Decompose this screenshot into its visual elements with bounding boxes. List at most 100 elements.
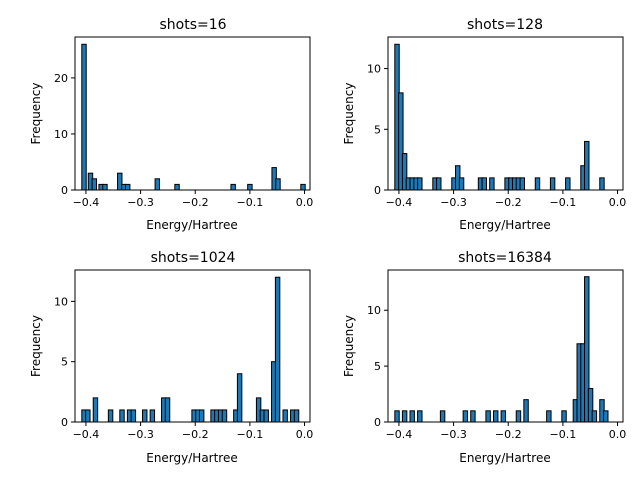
histogram-bar bbox=[470, 410, 476, 423]
histogram-bar bbox=[561, 410, 567, 423]
x-tick-label: 0.0 bbox=[609, 196, 627, 209]
histogram-bar bbox=[439, 410, 446, 423]
panel-title: shots=16384 bbox=[458, 250, 552, 266]
x-tick-label: −0.3 bbox=[440, 196, 467, 209]
plot-area: −0.4 −0.3 −0.2 −0.1 0.0 0 10 20 bbox=[54, 36, 313, 209]
histogram-bar bbox=[91, 178, 98, 191]
x-tick-label: 0.0 bbox=[296, 428, 314, 441]
x-tick-label: −0.3 bbox=[127, 196, 154, 209]
histogram-bar bbox=[149, 409, 156, 423]
histogram-bar bbox=[417, 410, 423, 423]
y-tick-label: 10 bbox=[367, 304, 381, 317]
y-axis-label: Frequency bbox=[29, 83, 43, 145]
y-tick-label: 10 bbox=[367, 63, 381, 76]
histogram-bar bbox=[599, 177, 605, 191]
panel-shots-16384: shots=16384 −0.4 −0.3 −0.2 −0.1 0.0 0 5 10 Ener… bbox=[342, 250, 626, 465]
y-tick-label: 5 bbox=[374, 360, 381, 373]
histogram-bar bbox=[515, 410, 522, 423]
histogram-bar bbox=[436, 177, 442, 191]
histogram-bar bbox=[549, 177, 556, 191]
histogram-bar bbox=[119, 409, 125, 423]
histogram-bar bbox=[481, 177, 488, 191]
histogram-bar bbox=[130, 409, 137, 423]
histogram-bar bbox=[458, 177, 465, 191]
histogram-bar bbox=[164, 397, 171, 423]
x-tick-label: −0.2 bbox=[182, 428, 209, 441]
histogram-bar bbox=[174, 183, 180, 191]
y-tick-label: 5 bbox=[374, 123, 381, 136]
histogram-bar bbox=[85, 409, 91, 423]
histogram-bar bbox=[154, 178, 161, 191]
panel-title: shots=16 bbox=[159, 17, 226, 33]
panel-title: shots=128 bbox=[467, 17, 543, 33]
x-tick-label: −0.4 bbox=[73, 196, 100, 209]
histogram-bar bbox=[534, 177, 541, 191]
plot-area: −0.4 −0.3 −0.2 −0.1 0.0 0 5 10 bbox=[367, 269, 627, 441]
y-axis-label: Frequency bbox=[342, 83, 356, 145]
histogram-bar bbox=[92, 397, 99, 423]
y-axis-label: Frequency bbox=[342, 315, 356, 377]
panel-title: shots=1024 bbox=[151, 250, 236, 266]
x-axis-label: Energy/Hartree bbox=[459, 218, 551, 232]
x-tick-label: −0.1 bbox=[550, 196, 577, 209]
x-tick-label: −0.3 bbox=[440, 428, 467, 441]
histogram-bar bbox=[493, 410, 499, 423]
histogram-bar bbox=[591, 410, 598, 423]
histogram-bar bbox=[485, 410, 491, 423]
panel-shots-16: shots=16 −0.4 −0.3 −0.2 −0.1 0.0 0 10 20 Energy… bbox=[29, 17, 313, 232]
x-tick-label: −0.1 bbox=[550, 428, 577, 441]
x-axis-label: Energy/Hartree bbox=[146, 218, 238, 232]
panel-shots-128: shots=128 −0.4 −0.3 −0.2 −0.1 0.0 0 5 10 Energy… bbox=[342, 17, 626, 232]
histogram-bar bbox=[546, 410, 552, 423]
histogram-bar bbox=[142, 409, 148, 423]
histogram-bar bbox=[81, 43, 87, 191]
histogram-bar bbox=[394, 410, 400, 423]
y-tick-label: 0 bbox=[61, 184, 68, 197]
histogram-bar bbox=[275, 178, 281, 191]
x-tick-label: −0.4 bbox=[73, 428, 100, 441]
y-tick-label: 20 bbox=[54, 72, 68, 85]
histogram-bar bbox=[293, 409, 300, 423]
histogram-bar bbox=[124, 183, 131, 191]
axes-frame bbox=[74, 36, 311, 191]
x-tick-label: −0.1 bbox=[237, 196, 264, 209]
histogram-bar bbox=[230, 183, 236, 191]
histogram-bar bbox=[489, 177, 495, 191]
axes-frame bbox=[387, 269, 624, 423]
y-tick-label: 0 bbox=[374, 184, 381, 197]
histogram-bar bbox=[282, 409, 288, 423]
histogram-bar bbox=[263, 409, 269, 423]
x-tick-label: 0.0 bbox=[609, 428, 627, 441]
x-tick-label: −0.2 bbox=[495, 428, 522, 441]
histogram-bar bbox=[221, 409, 228, 423]
plot-area: −0.4 −0.3 −0.2 −0.1 0.0 0 5 10 bbox=[367, 36, 627, 209]
histogram-bar bbox=[584, 140, 590, 191]
histogram-bar bbox=[519, 177, 525, 191]
histogram-bar bbox=[417, 177, 423, 191]
bars bbox=[394, 43, 605, 191]
y-tick-label: 0 bbox=[61, 416, 68, 429]
y-tick-label: 5 bbox=[61, 356, 68, 369]
histogram-bar bbox=[102, 183, 108, 191]
histogram-bar bbox=[401, 410, 408, 423]
histogram-bar bbox=[603, 410, 609, 423]
panel-shots-1024: shots=1024 −0.4 −0.3 −0.2 −0.1 0.0 0 5 10 Energ… bbox=[29, 250, 313, 465]
y-tick-label: 10 bbox=[54, 128, 68, 141]
histogram-bar bbox=[500, 410, 507, 423]
x-tick-label: −0.3 bbox=[127, 428, 154, 441]
histogram-bar bbox=[198, 409, 205, 423]
x-axis-label: Energy/Hartree bbox=[146, 451, 238, 465]
y-tick-label: 10 bbox=[54, 295, 68, 308]
histogram-bar bbox=[565, 177, 571, 191]
axes-frame bbox=[74, 269, 311, 423]
x-tick-label: −0.4 bbox=[386, 428, 413, 441]
histogram-bar bbox=[409, 410, 415, 423]
y-axis-label: Frequency bbox=[29, 315, 43, 377]
histogram-bar bbox=[247, 183, 253, 191]
x-axis-label: Energy/Hartree bbox=[459, 451, 551, 465]
x-tick-label: −0.2 bbox=[495, 196, 522, 209]
histogram-bar bbox=[523, 399, 529, 423]
x-tick-label: −0.4 bbox=[386, 196, 413, 209]
